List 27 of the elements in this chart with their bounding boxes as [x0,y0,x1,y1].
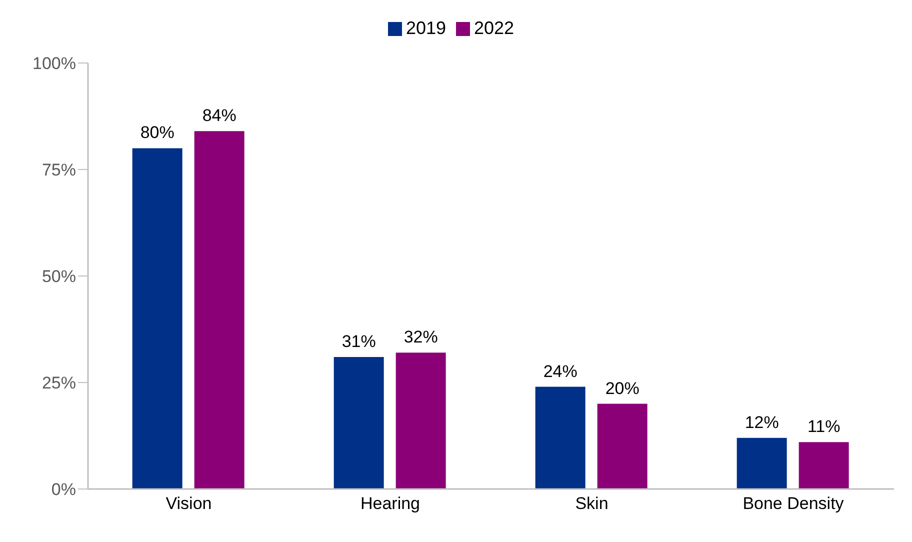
y-tick-label: 75% [42,160,76,180]
y-tick-label: 25% [42,374,76,393]
data-label: 11% [807,417,840,436]
bar [535,386,586,489]
x-tick-label: Skin [575,494,608,514]
bar [798,442,849,489]
x-tick-label: Vision [166,494,212,514]
y-tick-label: 100% [32,54,76,74]
x-tick-label: Hearing [360,494,420,514]
data-label: 84% [202,106,236,126]
data-label: 20% [605,378,640,398]
data-label: 32% [404,328,438,347]
y-tick-label: 0% [51,480,76,500]
data-label: 80% [140,123,174,142]
bar [597,404,648,489]
bar [132,148,182,489]
data-label: 31% [342,332,376,351]
bar [334,356,384,489]
data-label: 12% [744,412,779,432]
legend-label: 2019 [406,18,446,38]
x-tick-label: Bone Density [742,494,844,514]
bar [194,131,244,489]
y-tick-label: 50% [42,267,76,286]
legend-label: 2022 [474,18,514,38]
data-label: 24% [543,362,578,381]
bar [736,438,787,489]
bar [396,352,446,489]
